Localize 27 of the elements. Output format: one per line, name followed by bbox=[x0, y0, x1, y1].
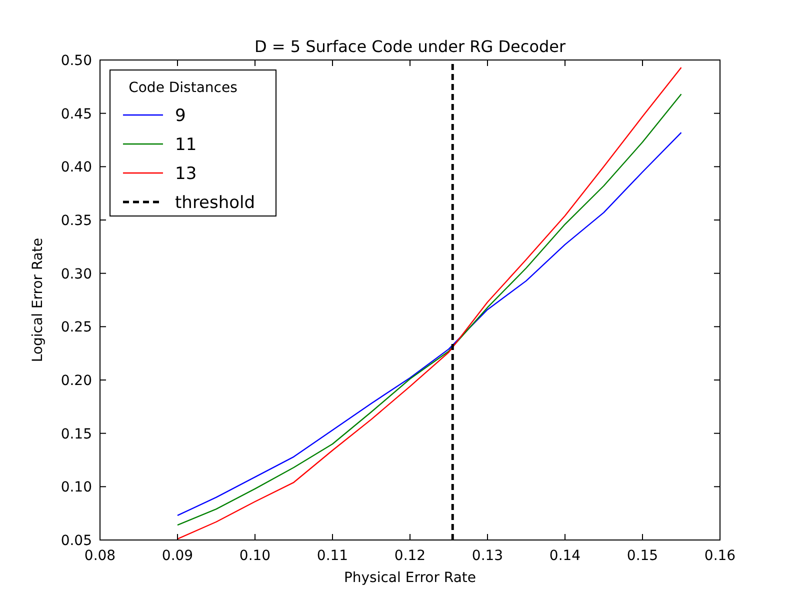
y-tick-label: 0.30 bbox=[60, 266, 92, 282]
y-tick-label: 0.40 bbox=[60, 160, 92, 176]
x-tick-label: 0.10 bbox=[239, 548, 271, 564]
legend-label: 9 bbox=[175, 106, 186, 126]
x-axis-title: Physical Error Rate bbox=[344, 570, 476, 586]
y-tick-label: 0.15 bbox=[60, 426, 92, 442]
legend-label: 13 bbox=[175, 164, 197, 184]
legend-label: 11 bbox=[175, 135, 197, 155]
x-tick-label: 0.12 bbox=[394, 548, 426, 564]
x-tick-label: 0.13 bbox=[472, 548, 504, 564]
y-tick-label: 0.25 bbox=[60, 320, 92, 336]
x-tick-label: 0.09 bbox=[162, 548, 194, 564]
y-tick-label: 0.05 bbox=[60, 533, 92, 549]
legend-label: threshold bbox=[175, 193, 256, 213]
x-tick-label: 0.16 bbox=[704, 548, 736, 564]
x-tick-label: 0.15 bbox=[626, 548, 658, 564]
x-tick-label: 0.11 bbox=[316, 548, 348, 564]
y-tick-label: 0.10 bbox=[60, 480, 92, 496]
y-tick-label: 0.35 bbox=[60, 213, 92, 229]
legend-title: Code Distances bbox=[128, 80, 238, 96]
chart-title: D = 5 Surface Code under RG Decoder bbox=[254, 37, 566, 56]
y-tick-label: 0.45 bbox=[60, 106, 92, 122]
y-tick-label: 0.20 bbox=[60, 373, 92, 389]
y-axis-title: Logical Error Rate bbox=[30, 238, 46, 362]
x-tick-label: 0.14 bbox=[549, 548, 581, 564]
y-tick-label: 0.50 bbox=[60, 53, 92, 69]
x-tick-label: 0.08 bbox=[84, 548, 116, 564]
